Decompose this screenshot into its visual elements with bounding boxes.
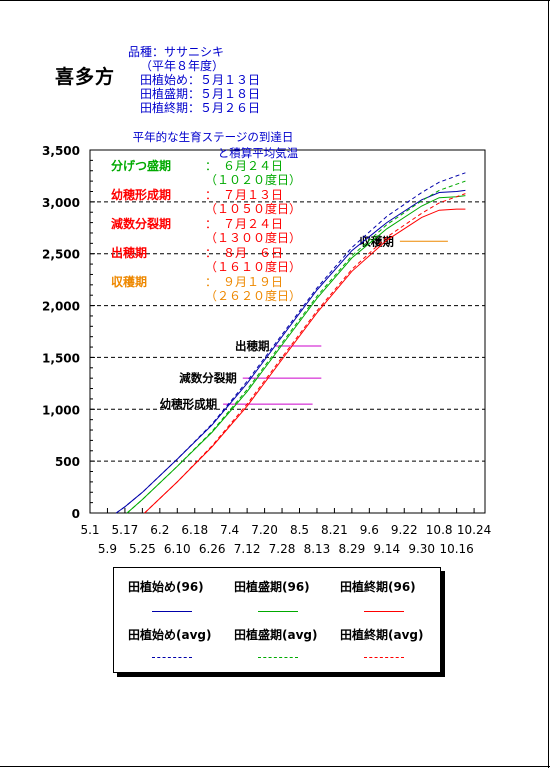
y-tick-label: 0: [72, 507, 80, 521]
series-line: [115, 172, 466, 514]
x-tick-label-top: 5.1: [80, 523, 99, 537]
x-tick-label-bottom: 7.28: [269, 542, 296, 556]
x-tick-label-bottom: 5.9: [98, 542, 117, 556]
planting-end-label: 田植終期：５月２６日: [140, 101, 261, 115]
year-label: （平年８年度）: [140, 59, 225, 73]
x-tick-label-top: 6.2: [150, 523, 169, 537]
y-tick-label: 3,000: [42, 196, 80, 210]
stage-marker-label: 出穂期: [235, 339, 270, 353]
stage-gdd: （１０５０度日）: [205, 201, 301, 216]
stage-name: 幼穂形成期: [111, 187, 171, 202]
legend-label: 田植始め(avg): [128, 628, 212, 642]
x-tick-label-bottom: 9.30: [408, 542, 435, 556]
stage-date: ： ８月 ６日: [205, 246, 283, 260]
y-tick-label: 1,500: [42, 351, 80, 365]
legend-label: 田植終期(avg): [340, 628, 424, 642]
variety-label: 品種：ササニシキ: [128, 45, 225, 59]
legend-label: 田植盛期(96): [234, 580, 310, 594]
x-tick-label-bottom: 8.13: [304, 542, 331, 556]
y-tick-label: 2,000: [42, 300, 80, 314]
legend-swatch: [152, 611, 192, 612]
x-tick-label-bottom: 5.25: [129, 542, 156, 556]
x-tick-label-top: 6.18: [181, 523, 208, 537]
y-tick-label: 2,500: [42, 248, 80, 262]
series-line: [126, 195, 466, 514]
x-tick-label-bottom: 9.14: [373, 542, 400, 556]
x-tick-label-top: 8.21: [321, 523, 348, 537]
x-tick-label-top: 5.17: [112, 523, 139, 537]
y-tick-label: 3,500: [42, 144, 80, 158]
x-tick-label-top: 10.24: [457, 523, 491, 537]
x-tick-label-top: 7.4: [220, 523, 239, 537]
x-tick-label-bottom: 10.16: [439, 542, 473, 556]
legend-swatch: [258, 657, 298, 658]
y-tick-label: 500: [55, 455, 80, 469]
stage-date: ： ７月２４日: [205, 217, 283, 231]
frame-right-border: [548, 0, 549, 768]
x-tick-label-top: 7.20: [251, 523, 278, 537]
legend-swatch: [364, 657, 404, 658]
chart-title: 平年的な生育ステージの到達日: [133, 130, 294, 144]
legend-label: 田植始め(96): [128, 580, 204, 594]
frame-top-border: [0, 0, 550, 1]
chart-legend: 田植始め(96) 田植盛期(96) 田植終期(96) 田植始め(avg) 田植盛期(av…: [113, 567, 441, 673]
stage-marker-label: 幼穂形成期: [160, 397, 218, 411]
legend-swatch: [364, 611, 404, 612]
x-tick-label-bottom: 7.12: [234, 542, 261, 556]
planting-start-label: 田植始め：５月１３日: [140, 73, 261, 87]
x-tick-label-top: 9.6: [360, 523, 379, 537]
plot-area: [89, 149, 486, 514]
x-tick-label-bottom: 8.29: [339, 542, 366, 556]
variety-info: 品種：ササニシキ （平年８年度） 田植始め：５月１３日 田植盛期：５月１８日 田…: [128, 45, 260, 115]
legend-label: 田植盛期(avg): [234, 628, 318, 642]
chart-subtitle: と積算平均気温: [218, 146, 299, 160]
stage-gdd: （１６１０度日）: [205, 259, 301, 274]
stage-date: ： ７月１３日: [205, 188, 283, 202]
planting-peak-label: 田植盛期：５月１８日: [140, 87, 261, 101]
x-tick-label-bottom: 6.10: [164, 542, 191, 556]
series-line: [115, 189, 466, 514]
stage-date: ： ６月２４日: [205, 159, 283, 173]
stage-gdd: （１０２０度日）: [205, 172, 301, 187]
frame-bottom-border: [0, 766, 550, 767]
series-line: [126, 180, 466, 514]
stage-marker-label: 減数分裂期: [179, 371, 237, 385]
y-tick-label: 1,000: [42, 403, 80, 417]
x-tick-label-bottom: 6.26: [199, 542, 226, 556]
x-tick-label-top: 10.8: [426, 523, 453, 537]
stage-gdd: （１３００度日）: [205, 230, 301, 245]
legend-swatch: [258, 611, 298, 612]
stage-gdd: （２６２０度日）: [205, 288, 301, 303]
place-name: 喜多方: [55, 66, 116, 88]
x-tick-label-top: 9.22: [391, 523, 418, 537]
legend-swatch: [152, 657, 192, 658]
legend-label: 田植終期(96): [340, 580, 416, 594]
stage-date: ： ９月１９日: [205, 275, 283, 289]
x-tick-label-top: 8.5: [290, 523, 309, 537]
stage-name: 減数分裂期: [111, 216, 171, 231]
stage-name: 収穫期: [111, 274, 147, 289]
stage-name: 分げつ盛期: [111, 158, 171, 173]
series-line: [144, 193, 466, 514]
stage-name: 出穂期: [111, 245, 147, 260]
